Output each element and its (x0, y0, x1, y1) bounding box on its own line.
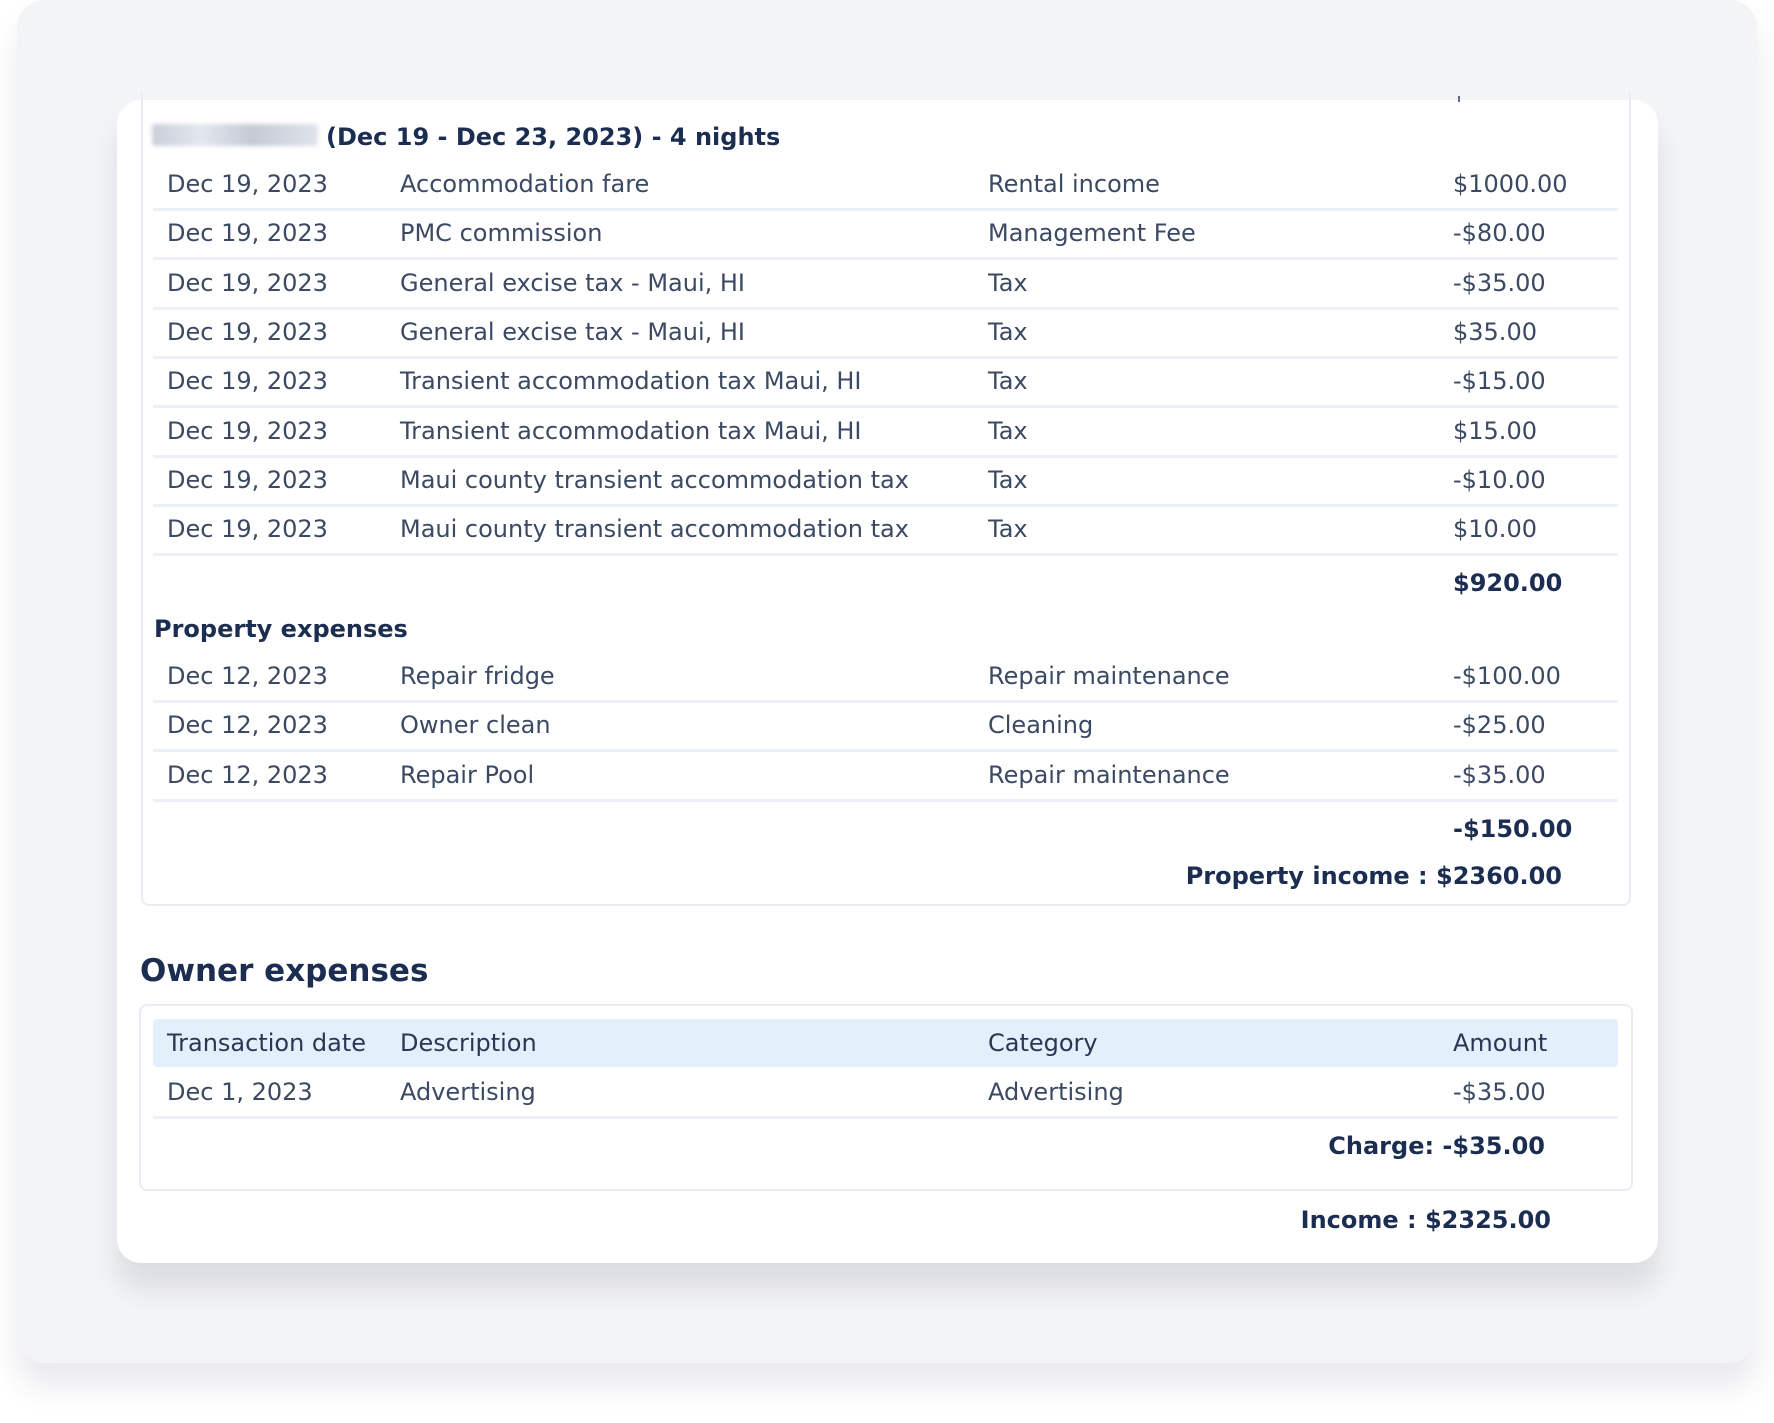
row-divider (153, 1116, 1618, 1119)
income-total: Income : $2325.00 (1300, 1206, 1551, 1234)
expense-row-amount: -$25.00 (1453, 711, 1546, 740)
property-expenses-heading: Property expenses (154, 615, 408, 643)
expense-row-date: Dec 12, 2023 (167, 760, 328, 789)
guest-name-blurred (152, 124, 318, 146)
stay-row-amount: -$35.00 (1453, 268, 1546, 297)
expense-row-cat: Cleaning (988, 711, 1094, 740)
expense-row-amount: -$35.00 (1453, 760, 1546, 789)
stay-row-amount: $10.00 (1453, 515, 1537, 544)
stay-row-date: Dec 19, 2023 (167, 416, 328, 445)
expense-row-desc: Repair fridge (400, 662, 555, 690)
stay-row-desc: Transient accommodation tax Maui, HI (400, 416, 862, 445)
expense-row-cat: Repair maintenance (988, 662, 1230, 690)
owner-expenses-header-bar (153, 1019, 1618, 1067)
row-divider (153, 553, 1618, 557)
row-divider (153, 700, 1618, 703)
stay-panel (141, 92, 1631, 906)
stay-row-date: Dec 19, 2023 (167, 367, 328, 396)
row-divider (153, 257, 1618, 261)
stay-subtotal: $920.00 (1453, 569, 1563, 597)
expense-row-amount: -$100.00 (1453, 662, 1561, 690)
stay-row-cat: Tax (988, 367, 1028, 396)
stay-row-date: Dec 19, 2023 (167, 515, 328, 544)
row-divider (153, 306, 1618, 310)
property-expenses-subtotal: -$150.00 (1453, 815, 1573, 843)
row-divider (153, 749, 1618, 753)
row-divider (153, 454, 1618, 458)
stay-row-date: Dec 19, 2023 (167, 170, 328, 198)
stay-row-desc: Maui county transient accommodation tax (400, 515, 909, 544)
stay-row-amount: -$15.00 (1453, 367, 1546, 396)
owner-row-date: Dec 1, 2023 (167, 1078, 313, 1106)
stay-row-desc: General excise tax - Maui, HI (400, 268, 746, 297)
row-divider (153, 503, 1618, 507)
stay-row-date: Dec 19, 2023 (167, 268, 328, 297)
row-divider (153, 355, 1618, 359)
stay-row-amount: $35.00 (1453, 317, 1537, 346)
expense-row-desc: Owner clean (400, 711, 551, 740)
statement-card (117, 100, 1658, 1263)
expense-row-date: Dec 12, 2023 (167, 662, 328, 690)
stay-row-desc: Maui county transient accommodation tax (400, 465, 909, 494)
stay-row-date: Dec 19, 2023 (167, 465, 328, 494)
header-amount: Amount (1453, 1029, 1548, 1057)
stay-row-cat: Rental income (988, 170, 1160, 198)
owner-expenses-heading: Owner expenses (140, 953, 429, 989)
stay-row-cat: Tax (988, 268, 1028, 297)
owner-charge-total: Charge: -$35.00 (1328, 1132, 1545, 1160)
stay-row-cat: Tax (988, 515, 1028, 544)
stay-row-amount: -$80.00 (1453, 219, 1546, 248)
stay-row-cat: Tax (988, 416, 1028, 445)
owner-row-desc: Advertising (400, 1078, 536, 1106)
stay-row-date: Dec 19, 2023 (167, 219, 328, 248)
stay-title: (Dec 19 - Dec 23, 2023) - 4 nights (326, 123, 781, 151)
scroll-remnant (1458, 96, 1460, 102)
property-income-total: Property income : $2360.00 (1185, 862, 1562, 890)
stay-row-desc: Transient accommodation tax Maui, HI (400, 367, 862, 396)
owner-row-cat: Advertising (988, 1078, 1124, 1106)
row-divider (153, 798, 1618, 802)
row-divider (153, 405, 1618, 409)
stay-row-desc: General excise tax - Maui, HI (400, 317, 746, 346)
stay-row-date: Dec 19, 2023 (167, 317, 328, 346)
stay-row-cat: Tax (988, 317, 1028, 346)
header-description: Description (400, 1029, 537, 1057)
stay-row-amount: $15.00 (1453, 416, 1537, 445)
stay-row-desc: PMC commission (400, 219, 603, 248)
expense-row-cat: Repair maintenance (988, 760, 1230, 789)
stay-row-cat: Tax (988, 465, 1028, 494)
expense-row-desc: Repair Pool (400, 760, 535, 789)
stay-row-cat: Management Fee (988, 219, 1196, 248)
owner-row-amount: -$35.00 (1453, 1078, 1546, 1106)
stay-row-amount: -$10.00 (1453, 465, 1546, 494)
header-category: Category (988, 1029, 1098, 1057)
owner-expenses-panel (139, 1004, 1633, 1191)
header-transaction-date: Transaction date (167, 1029, 367, 1057)
stay-row-desc: Accommodation fare (400, 170, 650, 198)
expense-row-date: Dec 12, 2023 (167, 711, 328, 740)
stay-row-amount: $1000.00 (1453, 170, 1568, 198)
row-divider (153, 208, 1618, 211)
